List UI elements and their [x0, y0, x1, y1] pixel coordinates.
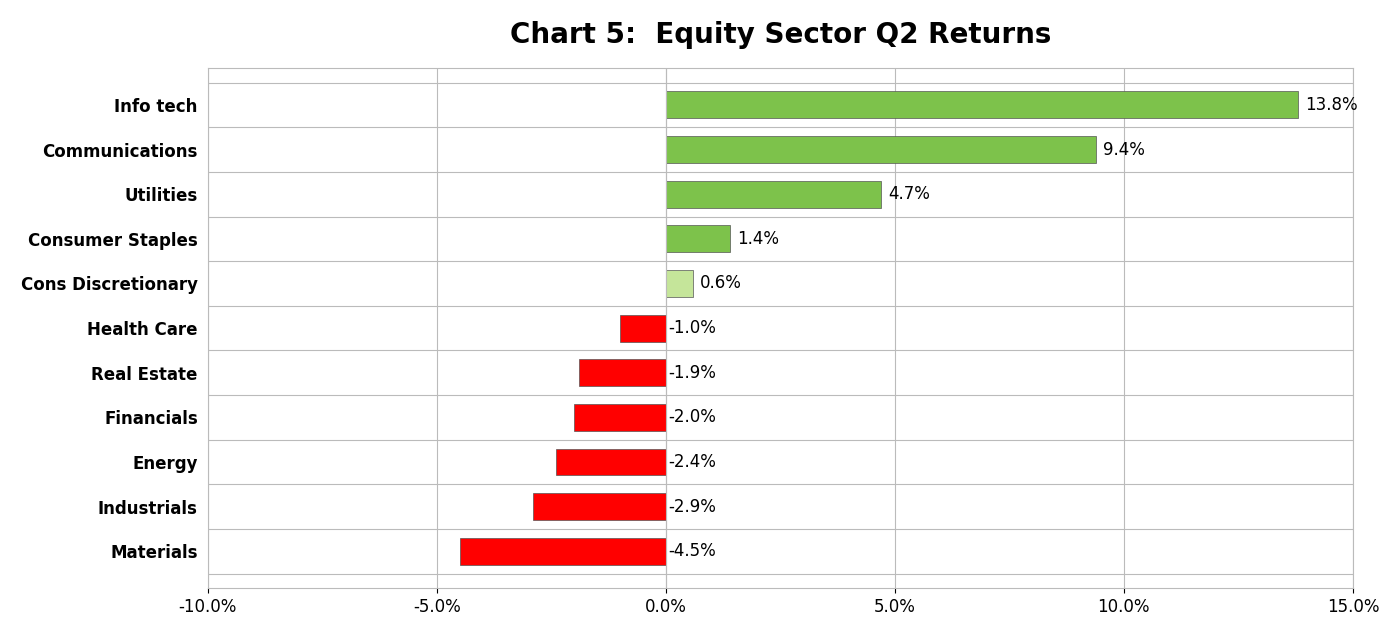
Text: 4.7%: 4.7% [888, 185, 930, 203]
Text: -2.9%: -2.9% [668, 497, 715, 516]
Bar [459, 538, 666, 565]
Text: -1.0%: -1.0% [668, 319, 715, 337]
Text: 0.6%: 0.6% [700, 275, 742, 292]
Bar [666, 92, 1298, 118]
Title: Chart 5:  Equity Sector Q2 Returns: Chart 5: Equity Sector Q2 Returns [510, 21, 1051, 49]
Bar [574, 404, 666, 431]
Text: -4.5%: -4.5% [668, 542, 715, 561]
Bar [578, 359, 666, 386]
Text: 13.8%: 13.8% [1305, 96, 1358, 114]
Bar [666, 225, 729, 252]
Text: 9.4%: 9.4% [1103, 141, 1145, 159]
Text: 1.4%: 1.4% [736, 230, 778, 248]
Bar [666, 270, 693, 297]
Bar [533, 493, 666, 520]
Bar [556, 448, 666, 475]
Bar [666, 181, 881, 208]
Bar [620, 315, 666, 341]
Text: -2.4%: -2.4% [668, 453, 715, 471]
Text: -1.9%: -1.9% [668, 364, 715, 382]
Bar [666, 136, 1096, 163]
Text: -2.0%: -2.0% [668, 408, 715, 426]
